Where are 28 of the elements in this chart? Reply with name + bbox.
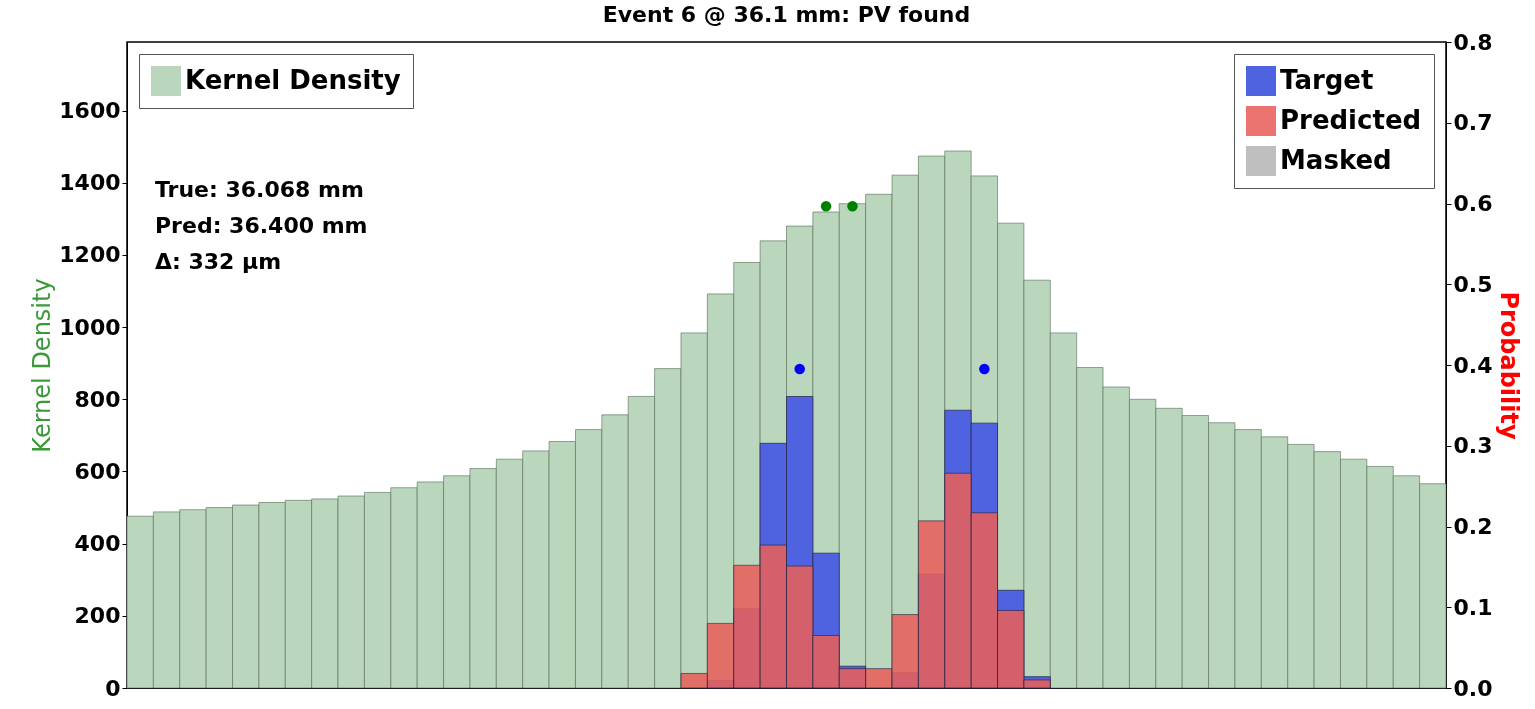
y-tick-label: 1200 (59, 242, 121, 268)
y-tick-label: 1600 (59, 98, 121, 124)
y-tick-label: 0 (105, 675, 121, 701)
y2-tick-label: 0.0 (1453, 675, 1493, 701)
legend-label: Predicted (1280, 105, 1422, 135)
y2-tick-label: 0.6 (1453, 191, 1493, 216)
y-tick-label: 800 (74, 386, 121, 412)
annotation: Δ: 332 µm (155, 249, 282, 274)
legend-label: Target (1280, 65, 1374, 95)
legend-label: Kernel Density (185, 65, 401, 95)
y-tick-label: 1400 (59, 170, 121, 196)
annotation: Pred: 36.400 mm (155, 213, 368, 238)
y-tick-label: 600 (74, 458, 121, 484)
chart-title: Event 6 @ 36.1 mm: PV found (602, 2, 971, 27)
y2-tick-label: 0.4 (1453, 352, 1493, 378)
y-tick-label: 200 (74, 603, 121, 629)
y2-tick-label: 0.7 (1453, 110, 1493, 136)
y2-tick-label: 0.8 (1453, 29, 1493, 55)
y2-axis-title: Probability (1495, 291, 1524, 440)
y-tick-label: 400 (74, 531, 121, 557)
y2-tick-label: 0.1 (1453, 594, 1493, 620)
y2-tick-label: 0.5 (1453, 271, 1493, 297)
y2-tick-label: 0.3 (1453, 433, 1493, 459)
y-tick-label: 1000 (59, 314, 121, 340)
y2-tick-label: 0.2 (1453, 514, 1493, 539)
y-axis-title: Kernel Density (28, 278, 57, 453)
legend-label: Masked (1280, 145, 1392, 175)
annotation: True: 36.068 mm (155, 177, 364, 202)
